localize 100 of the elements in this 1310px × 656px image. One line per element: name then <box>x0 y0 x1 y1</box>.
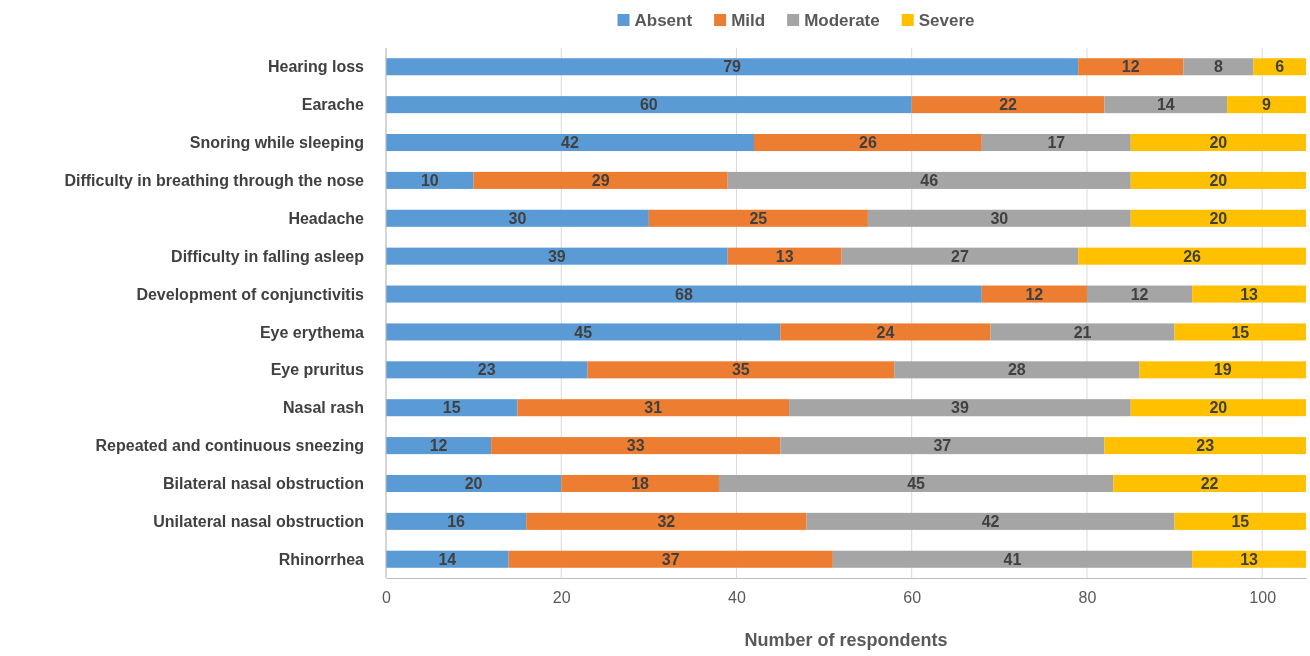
data-label: 13 <box>1240 550 1259 568</box>
data-label: 68 <box>675 285 693 303</box>
bar <box>1253 58 1306 76</box>
y-tick-label: Eye erythema <box>259 323 365 341</box>
bar <box>1104 437 1306 455</box>
legend-label: Mild <box>731 10 766 30</box>
data-label: 30 <box>508 209 527 227</box>
data-label: 20 <box>1209 134 1228 152</box>
data-label: 14 <box>1156 96 1175 114</box>
data-label: 24 <box>876 323 895 341</box>
x-axis-title: Number of respondents <box>744 630 948 650</box>
data-label: 23 <box>1196 437 1215 455</box>
data-label: 28 <box>1007 361 1026 379</box>
data-label: 46 <box>920 172 939 190</box>
data-label: 41 <box>1003 550 1022 568</box>
x-tick-label: 100 <box>1249 589 1277 607</box>
legend-label: Absent <box>634 10 693 30</box>
y-tick-label: Rhinorrhea <box>278 550 365 568</box>
y-tick-label: Hearing loss <box>267 58 365 76</box>
bar <box>587 361 895 379</box>
data-label: 31 <box>644 399 663 417</box>
bar <box>1130 171 1306 189</box>
bar <box>911 96 1105 114</box>
bar <box>832 550 1193 568</box>
bar <box>1113 474 1306 492</box>
data-label: 10 <box>420 172 439 190</box>
data-label: 22 <box>1200 475 1219 493</box>
bar <box>508 550 833 568</box>
bar <box>1130 399 1306 417</box>
data-label: 13 <box>1240 285 1259 303</box>
data-label: 26 <box>859 134 877 152</box>
bar <box>780 437 1105 455</box>
data-label: 20 <box>1209 399 1228 417</box>
data-label: 8 <box>1213 58 1223 76</box>
bar <box>1139 361 1306 379</box>
data-label: 17 <box>1047 134 1066 152</box>
x-tick-label: 80 <box>1078 589 1097 607</box>
data-label: 42 <box>561 134 579 152</box>
bar <box>386 474 562 492</box>
data-label: 15 <box>1231 323 1250 341</box>
bar <box>981 134 1131 152</box>
bar <box>473 171 728 189</box>
data-label: 14 <box>438 550 457 568</box>
data-label: 39 <box>951 399 969 417</box>
x-tick-label: 60 <box>903 589 922 607</box>
bar <box>386 550 509 568</box>
bar <box>386 512 527 530</box>
data-label: 37 <box>933 437 952 455</box>
bar <box>780 323 991 341</box>
data-label: 32 <box>657 512 676 530</box>
data-label: 16 <box>447 512 466 530</box>
y-tick-label: Snoring while sleeping <box>189 134 364 152</box>
data-label: 12 <box>1025 285 1044 303</box>
data-label: 25 <box>749 209 768 227</box>
bar <box>386 171 474 189</box>
bar <box>990 323 1175 341</box>
data-label: 15 <box>442 399 461 417</box>
bar <box>1227 96 1306 114</box>
bar <box>981 285 1087 303</box>
legend-label: Severe <box>918 10 975 30</box>
bar <box>1192 285 1306 303</box>
data-label: 23 <box>477 361 496 379</box>
data-label: 20 <box>1209 172 1228 190</box>
data-label: 12 <box>1130 285 1149 303</box>
data-label: 20 <box>464 475 483 493</box>
bar <box>648 209 868 227</box>
bar <box>1104 96 1228 114</box>
bar <box>718 474 1114 492</box>
bar <box>894 361 1140 379</box>
y-tick-label: Difficulty in falling asleep <box>171 247 365 265</box>
y-tick-label: Difficulty in breathing through the nose <box>64 172 365 190</box>
x-tick-label: 20 <box>552 589 571 607</box>
bar <box>1183 58 1254 76</box>
y-tick-label: Eye pruritus <box>270 361 365 379</box>
data-label: 33 <box>626 437 645 455</box>
y-tick-label: Unilateral nasal obstruction <box>153 512 364 530</box>
bar <box>841 247 1079 265</box>
bar <box>386 247 728 265</box>
bar <box>1130 209 1306 227</box>
bar <box>561 474 719 492</box>
y-tick-label: Headache <box>288 209 365 227</box>
data-label: 20 <box>1209 209 1228 227</box>
bar <box>386 285 982 303</box>
bar <box>386 437 492 455</box>
bar <box>386 96 912 114</box>
data-label: 26 <box>1183 247 1202 265</box>
data-label: 37 <box>661 550 680 568</box>
data-label: 60 <box>639 96 658 114</box>
y-tick-label: Bilateral nasal obstruction <box>163 475 364 493</box>
legend-label: Moderate <box>804 10 880 30</box>
data-label: 27 <box>951 247 969 265</box>
bar <box>806 512 1175 530</box>
bar <box>1174 512 1306 530</box>
bar <box>867 209 1131 227</box>
bar <box>1130 134 1306 152</box>
data-label: 30 <box>990 209 1009 227</box>
data-label: 39 <box>547 247 566 265</box>
y-tick-label: Earache <box>301 96 365 114</box>
bar <box>386 209 649 227</box>
y-tick-label: Development of conjunctivitis <box>136 285 365 303</box>
